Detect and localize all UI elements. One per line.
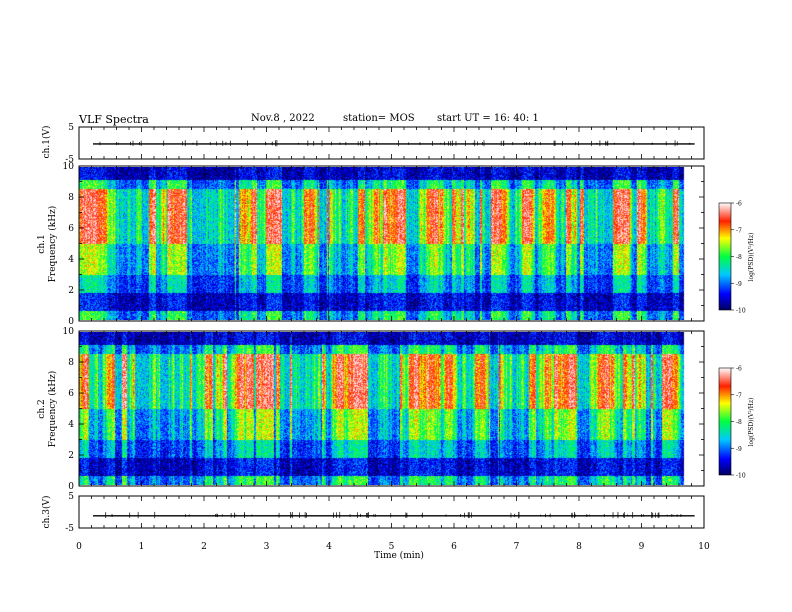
colorbar-tick-label: -10 — [736, 473, 746, 480]
colorbar-tick-label: -9 — [736, 446, 742, 453]
page-title: VLF Spectra — [79, 113, 149, 126]
ch1-frequency-axis-label: Frequency (kHz) — [47, 206, 58, 283]
ch2-frequency-axis-label: Frequency (kHz) — [47, 371, 58, 448]
ytick-label-1: 10 — [63, 162, 75, 172]
spectrogram-ch2-image — [79, 332, 693, 485]
xtick-label: 0 — [76, 542, 82, 552]
xtick-label: 8 — [576, 542, 582, 552]
colorbar-tick-label: -8 — [736, 419, 742, 426]
colorbar-ch1-label: log(PSD)(V²/Hz) — [748, 233, 755, 282]
xtick-label: 10 — [698, 542, 710, 552]
xtick-label: 9 — [639, 542, 645, 552]
ch1-channel-label: ch.1 — [37, 234, 47, 253]
colorbar-tick-label: -10 — [736, 308, 746, 315]
colorbar-ch2-label: log(PSD)(V²/Hz) — [748, 398, 755, 447]
ytick-label-0: -5 — [65, 155, 74, 165]
date-label: Nov.8 , 2022 — [251, 113, 315, 124]
xtick-label: 5 — [389, 542, 395, 552]
spectrogram-ch1-image — [79, 167, 693, 320]
colorbar-tick-label: -6 — [736, 201, 742, 208]
xtick-label: 7 — [514, 542, 520, 552]
colorbar-tick-label: -8 — [736, 254, 742, 261]
ytick-label-2: 0 — [68, 482, 74, 492]
ytick-label-1: 2 — [68, 286, 74, 296]
ytick-label-3: 5 — [68, 492, 74, 502]
xtick-label: 6 — [451, 542, 457, 552]
colorbar-tick-label: -7 — [736, 392, 742, 399]
colorbar-ch2 — [719, 368, 731, 475]
station-label: station= MOS — [343, 113, 415, 124]
xtick-label: 3 — [264, 542, 270, 552]
ytick-label-2: 6 — [68, 389, 74, 399]
ytick-label-2: 4 — [68, 420, 74, 430]
xtick-label: 4 — [326, 542, 332, 552]
colorbar-tick-label: -7 — [736, 227, 742, 234]
ch2-channel-label: ch.2 — [37, 399, 47, 418]
x-axis-label: Time (min) — [374, 550, 424, 561]
ytick-label-2: 10 — [63, 327, 75, 337]
ytick-label-1: 8 — [68, 193, 74, 203]
colorbar-tick-label: -9 — [736, 281, 742, 288]
colorbar-ch1 — [719, 203, 731, 310]
ch3-voltage-axis-label: ch.3(V) — [41, 496, 52, 529]
xtick-label: 2 — [201, 542, 207, 552]
ytick-label-2: 2 — [68, 451, 74, 461]
ytick-label-1: 0 — [68, 317, 74, 327]
xtick-label: 1 — [139, 542, 145, 552]
ytick-label-2: 8 — [68, 358, 74, 368]
ytick-label-0: 5 — [68, 123, 74, 133]
start-time-label: start UT = 16: 40: 1 — [437, 113, 539, 124]
ytick-label-1: 6 — [68, 224, 74, 234]
ytick-label-3: -5 — [65, 524, 74, 534]
ytick-label-1: 4 — [68, 255, 74, 265]
ch1-voltage-axis-label: ch.1(V) — [41, 126, 52, 159]
colorbar-tick-label: -6 — [736, 366, 742, 373]
